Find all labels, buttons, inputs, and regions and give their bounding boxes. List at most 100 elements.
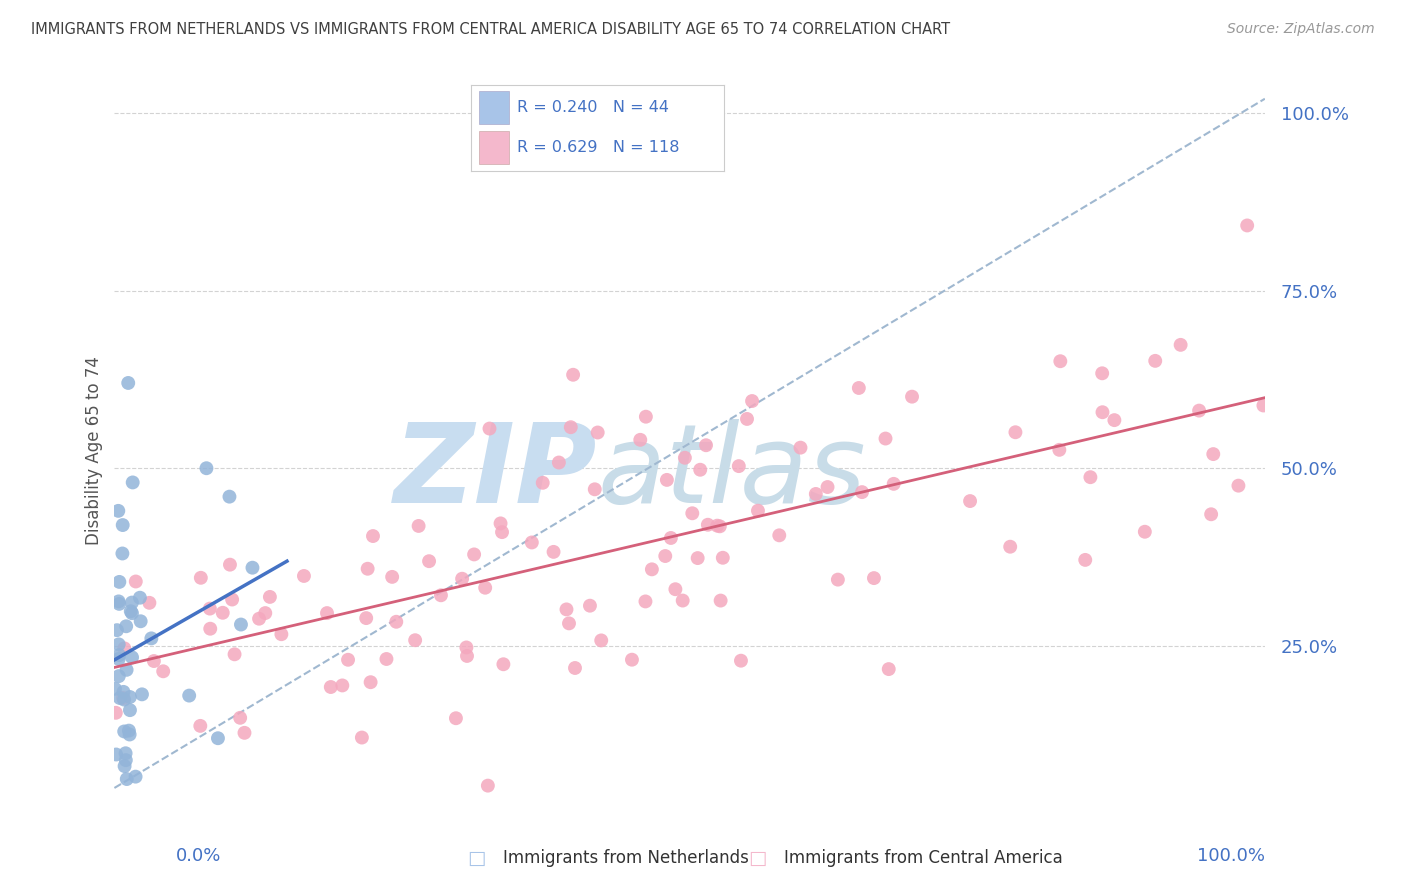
Point xyxy=(114,753,136,767)
Point xyxy=(104,681,127,696)
Point xyxy=(105,747,128,762)
Point xyxy=(1202,447,1225,461)
Point xyxy=(489,516,512,531)
Point xyxy=(564,661,586,675)
Point xyxy=(1104,413,1126,427)
Point xyxy=(1091,366,1114,380)
Point xyxy=(117,376,139,390)
Point xyxy=(111,518,134,533)
Point xyxy=(562,368,585,382)
Point xyxy=(789,441,811,455)
Point xyxy=(107,637,129,651)
Point xyxy=(121,606,143,620)
Point xyxy=(689,463,711,477)
Point xyxy=(863,571,886,585)
Point xyxy=(242,560,264,574)
Point xyxy=(195,461,218,475)
Point xyxy=(1188,403,1211,417)
Point xyxy=(1170,338,1192,352)
Point xyxy=(207,731,229,746)
Point xyxy=(354,611,377,625)
Point xyxy=(659,531,682,545)
Point xyxy=(330,678,353,692)
Point xyxy=(463,548,485,562)
Point xyxy=(456,648,478,663)
Point xyxy=(142,654,165,668)
Point xyxy=(115,772,138,786)
Point xyxy=(200,622,222,636)
Point xyxy=(848,381,870,395)
Point xyxy=(219,558,242,572)
Point xyxy=(706,518,728,533)
Point xyxy=(768,528,790,542)
Point xyxy=(998,540,1021,554)
Point xyxy=(229,711,252,725)
Point xyxy=(555,602,578,616)
Text: atlas: atlas xyxy=(598,419,866,526)
Point xyxy=(1049,354,1071,368)
Point xyxy=(179,689,201,703)
Point xyxy=(1004,425,1026,440)
Point xyxy=(634,594,657,608)
Point xyxy=(108,597,131,611)
Point xyxy=(730,654,752,668)
Point xyxy=(727,459,749,474)
Point xyxy=(118,723,141,738)
Point xyxy=(883,476,905,491)
Point xyxy=(851,485,873,500)
Point xyxy=(125,574,148,589)
Point xyxy=(108,648,131,662)
Point xyxy=(583,483,606,497)
Point xyxy=(107,652,129,666)
Point xyxy=(695,438,717,452)
Point xyxy=(1091,405,1114,419)
Point xyxy=(959,494,981,508)
Point xyxy=(124,770,146,784)
Point xyxy=(875,432,897,446)
Point xyxy=(292,569,315,583)
Point xyxy=(107,669,129,683)
Point xyxy=(430,588,453,602)
Point xyxy=(543,545,565,559)
Point xyxy=(108,691,131,706)
Point xyxy=(634,409,657,424)
Point xyxy=(1199,508,1222,522)
Point xyxy=(804,487,827,501)
Point xyxy=(591,633,613,648)
Point xyxy=(190,571,212,585)
Point xyxy=(118,703,141,717)
Point xyxy=(586,425,609,440)
Point xyxy=(558,616,581,631)
Point xyxy=(120,604,142,618)
Point xyxy=(115,663,138,677)
Text: 100.0%: 100.0% xyxy=(1198,847,1265,865)
Point xyxy=(259,590,281,604)
Point xyxy=(560,420,582,434)
Point xyxy=(112,641,135,656)
Point xyxy=(270,627,292,641)
Point xyxy=(477,779,499,793)
Text: IMMIGRANTS FROM NETHERLANDS VS IMMIGRANTS FROM CENTRAL AMERICA DISABILITY AGE 65: IMMIGRANTS FROM NETHERLANDS VS IMMIGRANT… xyxy=(31,22,950,37)
Text: Immigrants from Central America: Immigrants from Central America xyxy=(785,849,1063,867)
Point xyxy=(105,623,128,637)
Point xyxy=(628,433,651,447)
Point xyxy=(198,601,221,615)
Point xyxy=(1253,399,1275,413)
Point xyxy=(188,719,211,733)
Point xyxy=(112,685,135,699)
Point xyxy=(1047,442,1070,457)
Point xyxy=(1144,354,1167,368)
Point xyxy=(229,617,252,632)
Point xyxy=(710,593,733,607)
Text: Immigrants from Netherlands: Immigrants from Netherlands xyxy=(503,849,748,867)
Text: 0.0%: 0.0% xyxy=(176,847,221,865)
Point xyxy=(385,615,408,629)
Point xyxy=(827,573,849,587)
Y-axis label: Disability Age 65 to 74: Disability Age 65 to 74 xyxy=(86,356,103,545)
Point xyxy=(350,731,373,745)
Point xyxy=(129,614,152,628)
Point xyxy=(152,665,174,679)
Point xyxy=(104,706,127,720)
Point xyxy=(361,529,384,543)
Point xyxy=(254,606,277,620)
